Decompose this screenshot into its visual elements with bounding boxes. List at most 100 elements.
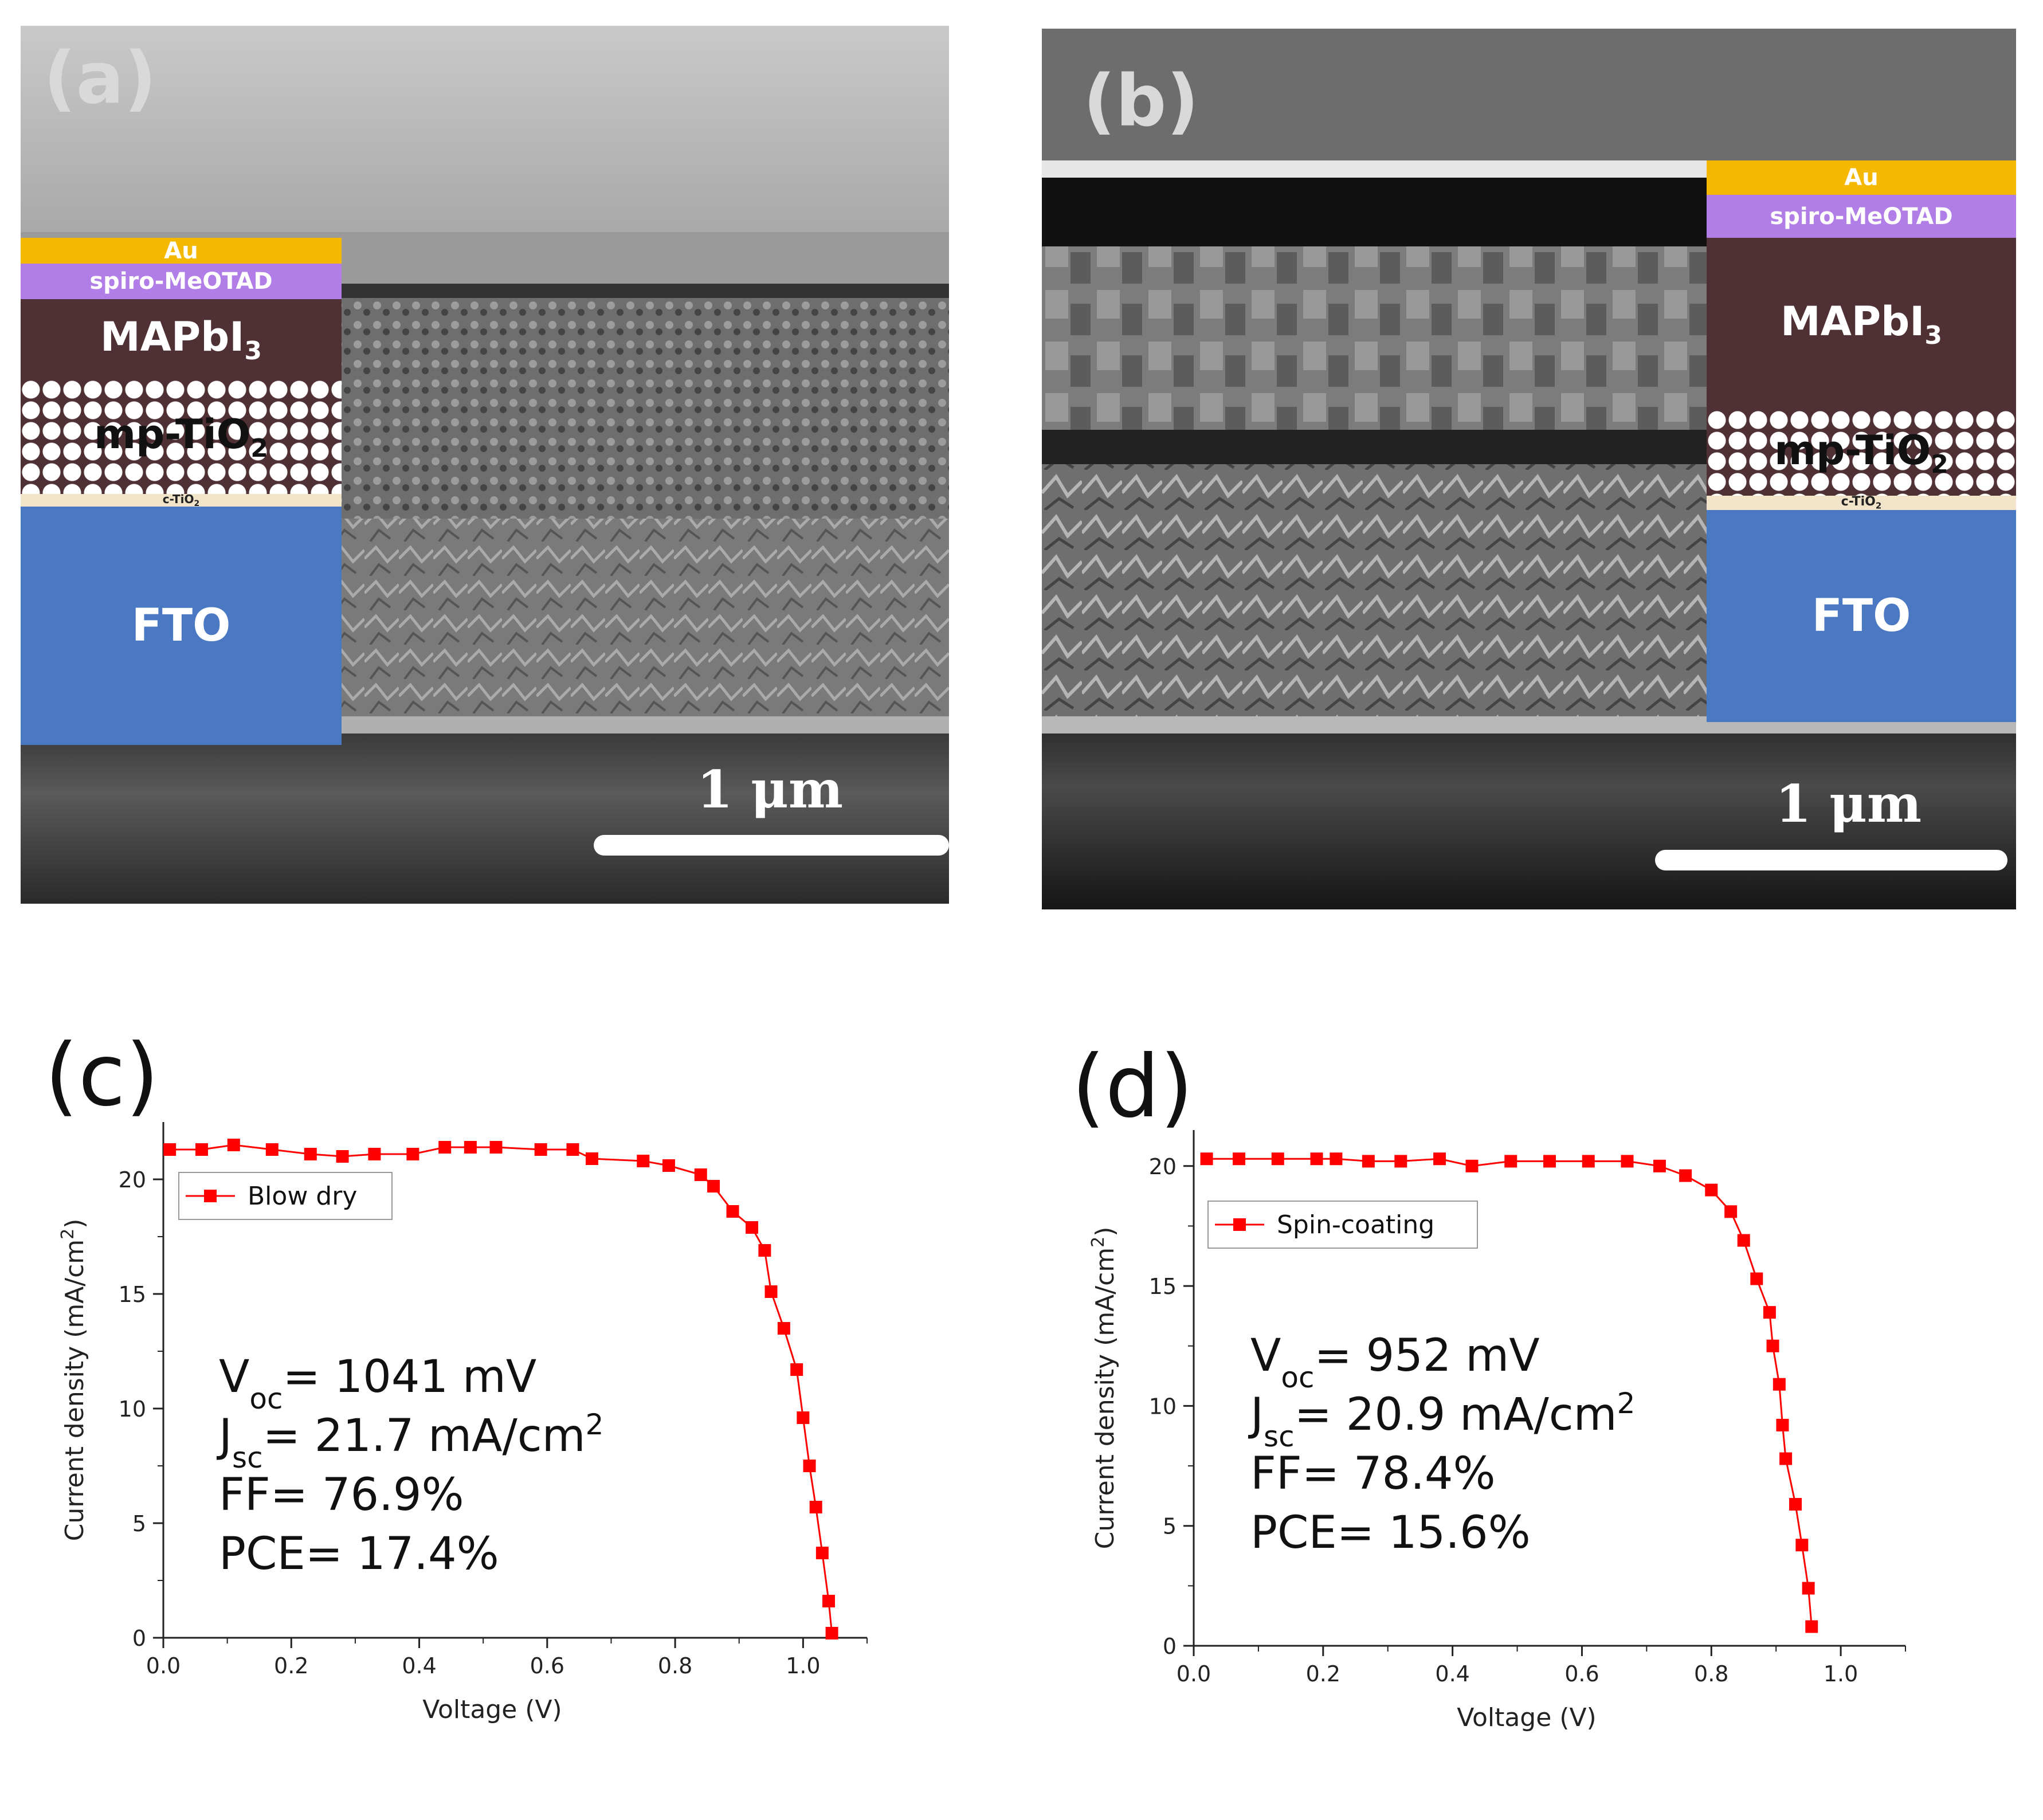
data-point: [1504, 1155, 1517, 1168]
metric-annotation: PCE= 17.4%: [219, 1528, 499, 1580]
x-tick-label: 1.0: [1824, 1661, 1858, 1686]
mp-tio2-layer: mp-TiO2: [21, 379, 342, 494]
data-point: [406, 1148, 419, 1160]
y-tick-label: 20: [1149, 1154, 1177, 1179]
data-point: [368, 1148, 381, 1160]
data-point: [195, 1143, 208, 1156]
data-point: [1705, 1183, 1718, 1197]
data-point: [1310, 1152, 1323, 1166]
data-point: [1233, 1152, 1246, 1166]
data-point: [265, 1143, 279, 1156]
legend-label: Spin-coating: [1277, 1210, 1434, 1240]
metric-annotation: FF= 78.4%: [1250, 1448, 1496, 1500]
y-tick-label: 5: [1163, 1514, 1177, 1539]
mapbi-layer: MAPbI3: [1707, 238, 2016, 410]
spiro-layer: spiro-MeOTAD: [21, 264, 342, 299]
data-point: [1802, 1582, 1815, 1595]
x-tick-label: 0.6: [530, 1653, 564, 1678]
x-tick-label: 0.4: [402, 1653, 436, 1678]
data-point: [566, 1143, 579, 1156]
data-point: [1795, 1539, 1809, 1552]
y-axis-label: Current density (mA/cm2): [1088, 1227, 1120, 1550]
data-point: [1776, 1418, 1789, 1431]
panel-label-b: (b): [1083, 60, 1199, 143]
data-point: [1330, 1152, 1343, 1166]
mapbi-label: MAPbI3: [1781, 297, 1942, 350]
mp-tio2-label: mp-TiO2: [94, 410, 268, 463]
data-point: [464, 1141, 477, 1154]
data-point: [534, 1143, 547, 1156]
data-point: [1543, 1155, 1556, 1168]
x-axis-label: Voltage (V): [422, 1695, 562, 1724]
scale-label-a: 1 μm: [697, 759, 844, 820]
y-tick-label: 10: [119, 1397, 146, 1422]
y-tick-label: 20: [119, 1167, 146, 1193]
spiro-layer: spiro-MeOTAD: [1707, 195, 2016, 238]
c-tio2-label: c-TiO2: [162, 492, 200, 508]
jv-chart-c: 0.0 0.2 0.4 0.6 0.8 1.0 0 5 10 15 20 Voltage (V) Cur…: [58, 1122, 868, 1724]
data-point: [227, 1139, 240, 1151]
scale-label-b: 1 μm: [1775, 774, 1922, 834]
layer-stack-b: Au spiro-MeOTAD MAPbI3 mp-TiO2 c-TiO2 FT…: [1707, 160, 2016, 722]
data-point: [790, 1363, 803, 1376]
data-point: [1750, 1272, 1763, 1285]
mp-tio2-layer: mp-TiO2: [1707, 410, 2016, 496]
y-tick-label: 15: [1149, 1274, 1177, 1299]
fto-layer: FTO: [21, 507, 342, 745]
x-axis-label: Voltage (V): [1457, 1703, 1596, 1732]
data-point: [1805, 1620, 1818, 1633]
x-tick-label: 0.8: [658, 1653, 692, 1678]
data-point: [637, 1155, 650, 1167]
data-point: [1724, 1205, 1738, 1218]
data-point: [822, 1595, 836, 1607]
au-layer: Au: [1707, 160, 2016, 195]
series-line: [1206, 1158, 1813, 1627]
layer-stack-a: Au spiro-MeOTAD MAPbI3 mp-TiO2 c-TiO2 FT…: [21, 238, 342, 745]
data-point: [585, 1152, 598, 1165]
scale-bar-a: [594, 835, 949, 856]
x-tick-label: 0.0: [1177, 1661, 1211, 1686]
data-point: [825, 1627, 838, 1639]
data-point: [662, 1159, 675, 1172]
data-point: [163, 1143, 177, 1156]
c-tio2-label: c-TiO2: [1841, 495, 1882, 511]
data-point: [803, 1460, 816, 1472]
data-point: [1679, 1169, 1692, 1182]
data-point: [489, 1141, 503, 1154]
data-point: [764, 1285, 778, 1298]
y-tick-label: 15: [119, 1282, 146, 1307]
c-tio2-layer: c-TiO2: [1707, 495, 2016, 511]
metric-annotation: FF= 76.9%: [219, 1469, 464, 1521]
data-point: [809, 1501, 822, 1513]
data-point: [1465, 1159, 1479, 1172]
y-tick-label: 0: [132, 1626, 146, 1651]
au-layer: Au: [21, 238, 342, 264]
y-tick-label: 0: [1163, 1634, 1177, 1659]
data-point: [1773, 1378, 1786, 1391]
data-point: [1582, 1155, 1595, 1168]
data-point: [1779, 1452, 1793, 1465]
y-axis-label: Current density (mA/cm2): [58, 1219, 90, 1541]
x-tick-label: 0.8: [1694, 1661, 1728, 1686]
mapbi-layer: MAPbI3: [21, 299, 342, 379]
legend-marker: [1233, 1218, 1246, 1231]
data-point: [815, 1547, 829, 1559]
data-point: [1621, 1155, 1634, 1168]
x-tick-label: 0.2: [274, 1653, 308, 1678]
data-point: [707, 1180, 720, 1193]
data-point: [1271, 1152, 1284, 1166]
panel-label-a: (a): [44, 37, 157, 120]
fto-layer: FTO: [1707, 510, 2016, 722]
data-point: [777, 1322, 790, 1335]
sem-image-b: (b) Au spiro-MeOTAD MAPbI3 mp-TiO2 c-TiO…: [1042, 29, 2016, 909]
c-tio2-layer: c-TiO2: [21, 492, 342, 508]
scale-bar-b: [1655, 850, 2007, 870]
data-point: [1653, 1159, 1666, 1172]
data-point: [1789, 1498, 1802, 1511]
data-point: [746, 1221, 759, 1234]
data-point: [336, 1150, 349, 1163]
x-tick-label: 0.0: [146, 1653, 181, 1678]
y-tick-label: 5: [132, 1511, 146, 1536]
jv-chart-d: 0.0 0.2 0.4 0.6 0.8 1.0 0 5 10 15 20 Voltage (V) Cur…: [1088, 1130, 1906, 1732]
data-point: [1394, 1155, 1407, 1168]
